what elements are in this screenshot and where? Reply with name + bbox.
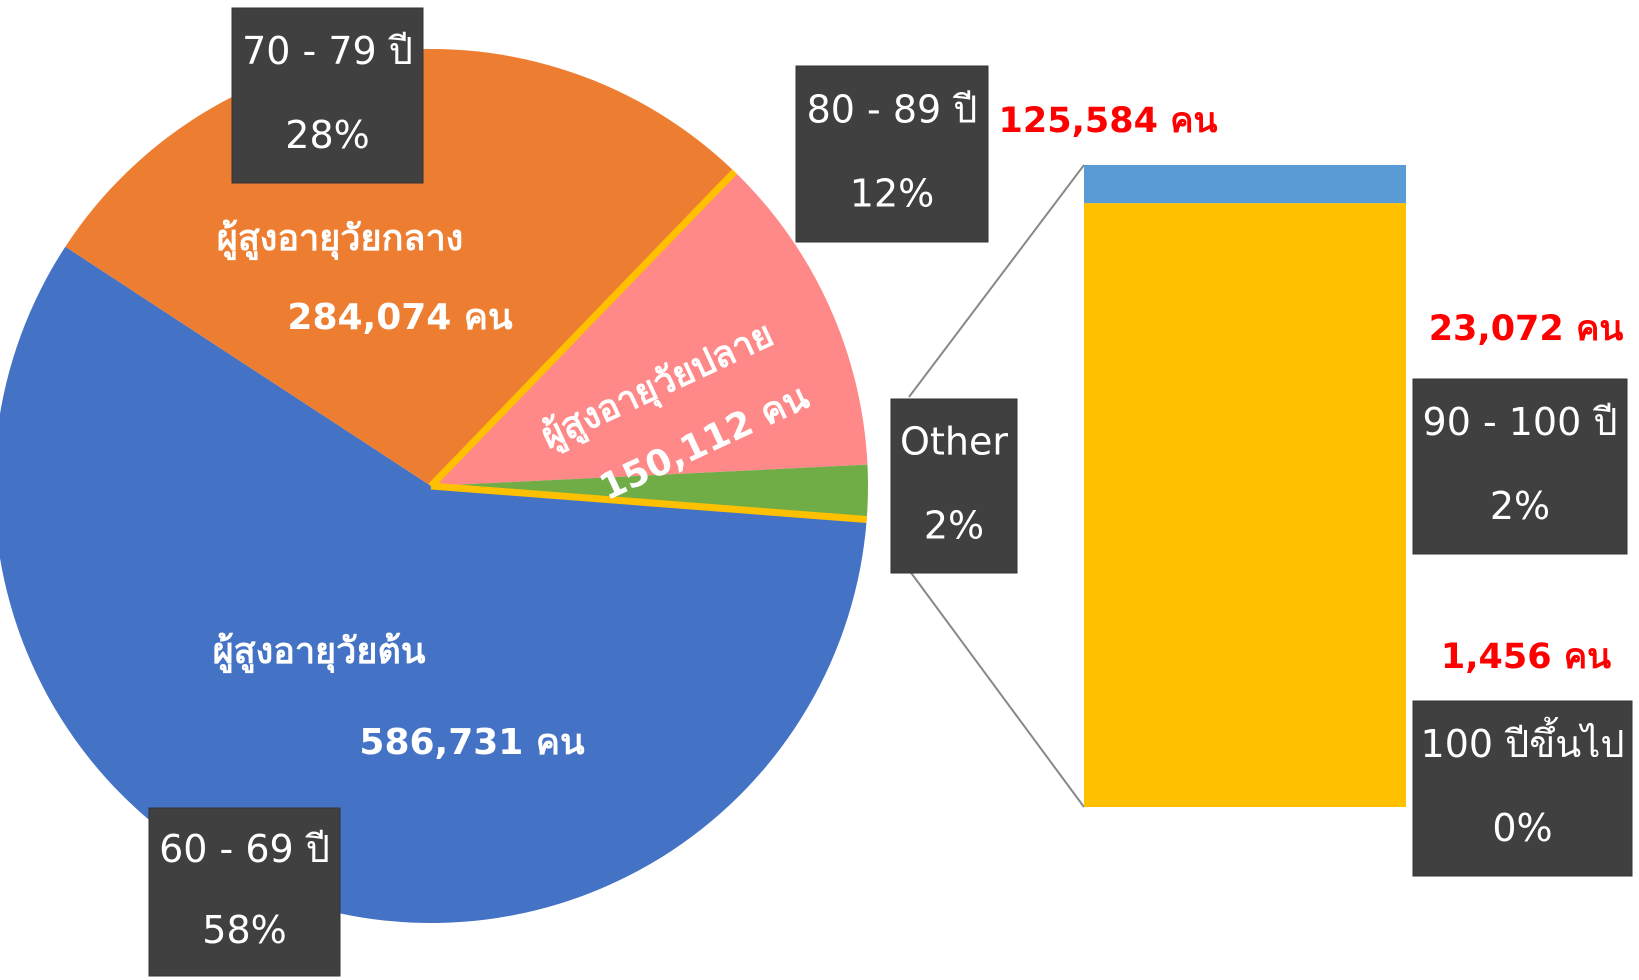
pie-slice bbox=[431, 171, 868, 487]
connector-line bbox=[908, 164, 1085, 398]
slice-separator bbox=[430, 482, 867, 524]
count-label: 586,731 คน bbox=[359, 722, 585, 763]
connector-line bbox=[908, 569, 1085, 808]
category-label: 70 - 79 ปี bbox=[242, 29, 413, 73]
slice-separator bbox=[428, 169, 738, 489]
percent-label: 28% bbox=[285, 113, 369, 157]
value-label: 1,456 คน bbox=[1441, 637, 1611, 677]
label-box bbox=[148, 807, 341, 977]
pie-slice bbox=[0, 246, 867, 923]
label-box bbox=[1412, 378, 1628, 555]
bar-segment bbox=[1084, 165, 1406, 204]
category-label: 80 - 89 ปี bbox=[807, 87, 978, 131]
bar-segment bbox=[1084, 203, 1406, 807]
percent-label: 58% bbox=[202, 908, 286, 952]
category-label: 100 ปีขึ้นไป bbox=[1421, 716, 1625, 766]
category-label: 60 - 69 ปี bbox=[159, 827, 330, 871]
category-label: Other bbox=[900, 420, 1008, 464]
value-label: 23,072 คน bbox=[1429, 309, 1624, 349]
label-box bbox=[795, 65, 989, 243]
label-box bbox=[1412, 700, 1633, 877]
pie-slice bbox=[431, 464, 868, 520]
label-box bbox=[231, 7, 424, 184]
percent-label: 12% bbox=[850, 172, 934, 216]
percent-label: 2% bbox=[1490, 484, 1550, 528]
group-label: ผู้สูงอายุวัยต้น bbox=[213, 631, 426, 674]
percent-label: 2% bbox=[924, 503, 984, 547]
category-label: 90 - 100 ปี bbox=[1423, 400, 1618, 444]
group-label: ผู้สูงอายุวัยกลาง bbox=[217, 218, 464, 261]
percent-label: 0% bbox=[1492, 806, 1552, 850]
label-box bbox=[890, 398, 1018, 574]
count-label: 284,074 คน bbox=[287, 297, 513, 338]
annotation: 125,584 คน bbox=[999, 101, 1218, 141]
